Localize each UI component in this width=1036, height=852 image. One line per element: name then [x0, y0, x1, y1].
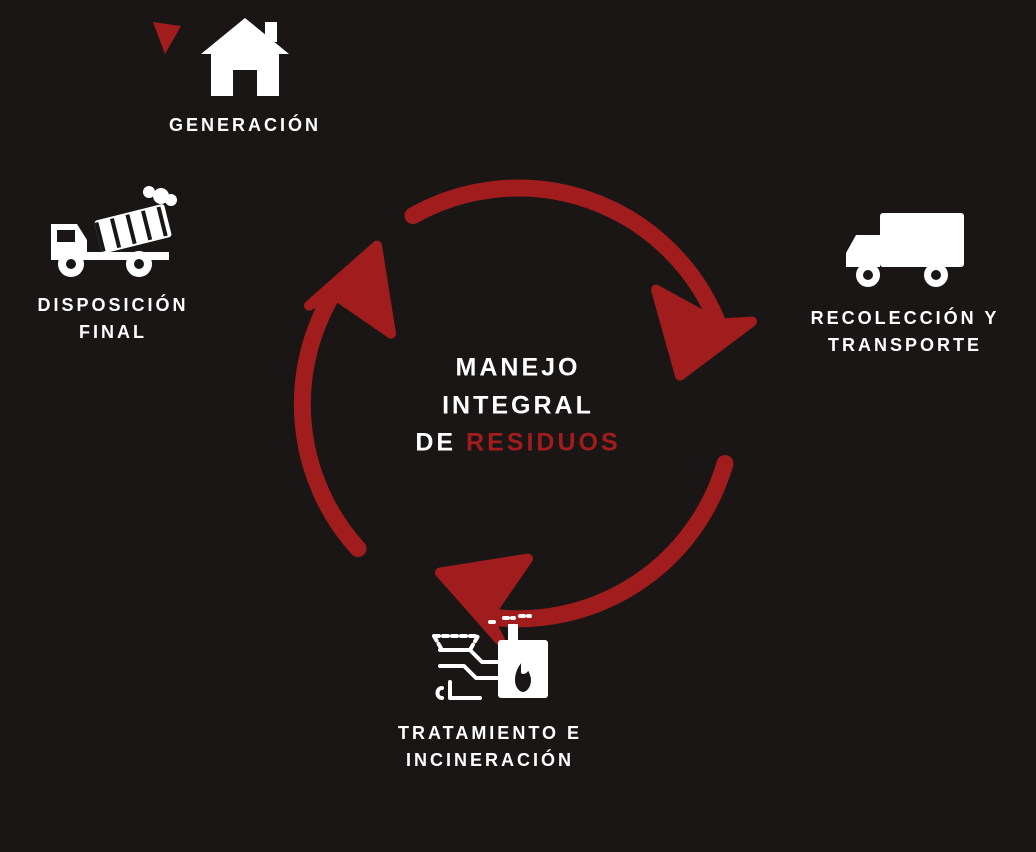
node-tratamiento: TRATAMIENTO E INCINERACIÓN	[340, 620, 640, 774]
incineration-icon	[420, 610, 560, 710]
center-title: MANEJO INTEGRAL DE RESIDUOS	[415, 350, 620, 463]
node-recoleccion: RECOLECCIÓN Y TRANSPORTE	[790, 205, 1020, 359]
center-line1: MANEJO	[415, 350, 620, 388]
node-generacion: GENERACIÓN	[125, 12, 365, 139]
node-label: RECOLECCIÓN Y TRANSPORTE	[790, 305, 1020, 359]
house-icon	[195, 12, 295, 102]
center-line2: INTEGRAL	[415, 387, 620, 425]
center-line3: DE RESIDUOS	[415, 425, 620, 463]
node-label: GENERACIÓN	[125, 112, 365, 139]
truck-icon	[840, 205, 970, 295]
node-label: TRATAMIENTO E INCINERACIÓN	[340, 720, 640, 774]
node-disposicion: DISPOSICIÓN FINAL	[8, 192, 218, 346]
dump-truck-icon	[43, 182, 183, 282]
node-label: DISPOSICIÓN FINAL	[8, 292, 218, 346]
